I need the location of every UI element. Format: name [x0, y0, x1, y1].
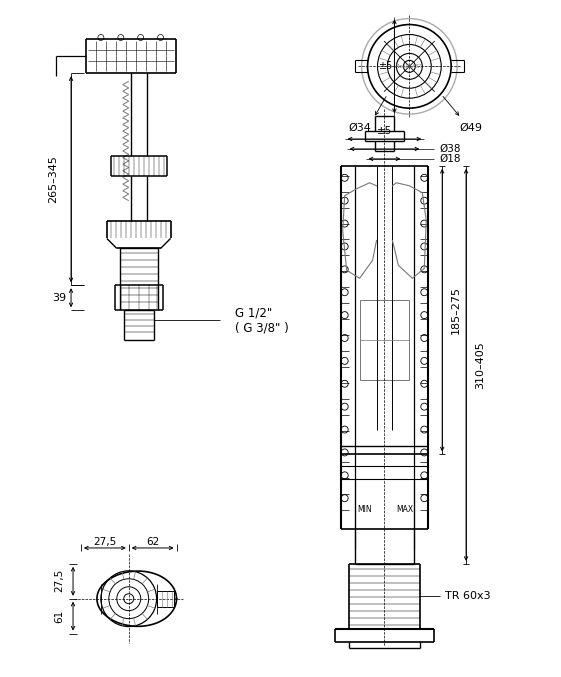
Text: 27,5: 27,5 [54, 569, 64, 592]
Text: 265–345: 265–345 [48, 155, 58, 203]
Text: ±5: ±5 [377, 126, 392, 136]
Text: 61: 61 [54, 610, 64, 624]
Text: ±5: ±5 [378, 62, 393, 71]
Text: 62: 62 [146, 537, 159, 547]
Text: AlcaPLAST: AlcaPLAST [395, 64, 424, 69]
Text: G 1/2": G 1/2" [235, 307, 273, 320]
Text: 39: 39 [52, 292, 66, 303]
Text: ( G 3/8" ): ( G 3/8" ) [235, 322, 289, 334]
Text: TR 60x3: TR 60x3 [445, 591, 491, 601]
Bar [157, 591, 173, 607]
Text: MAX: MAX [396, 504, 413, 514]
Text: Ø18: Ø18 [439, 154, 461, 164]
Text: 185–275: 185–275 [451, 286, 461, 334]
Text: MIN: MIN [357, 504, 372, 514]
Text: Ø38: Ø38 [439, 144, 461, 154]
Text: Ø49: Ø49 [459, 123, 482, 133]
Text: Ø34: Ø34 [348, 123, 371, 133]
Text: 27,5: 27,5 [93, 537, 117, 547]
Bar [360, 300, 410, 380]
Text: 310–405: 310–405 [475, 341, 485, 389]
